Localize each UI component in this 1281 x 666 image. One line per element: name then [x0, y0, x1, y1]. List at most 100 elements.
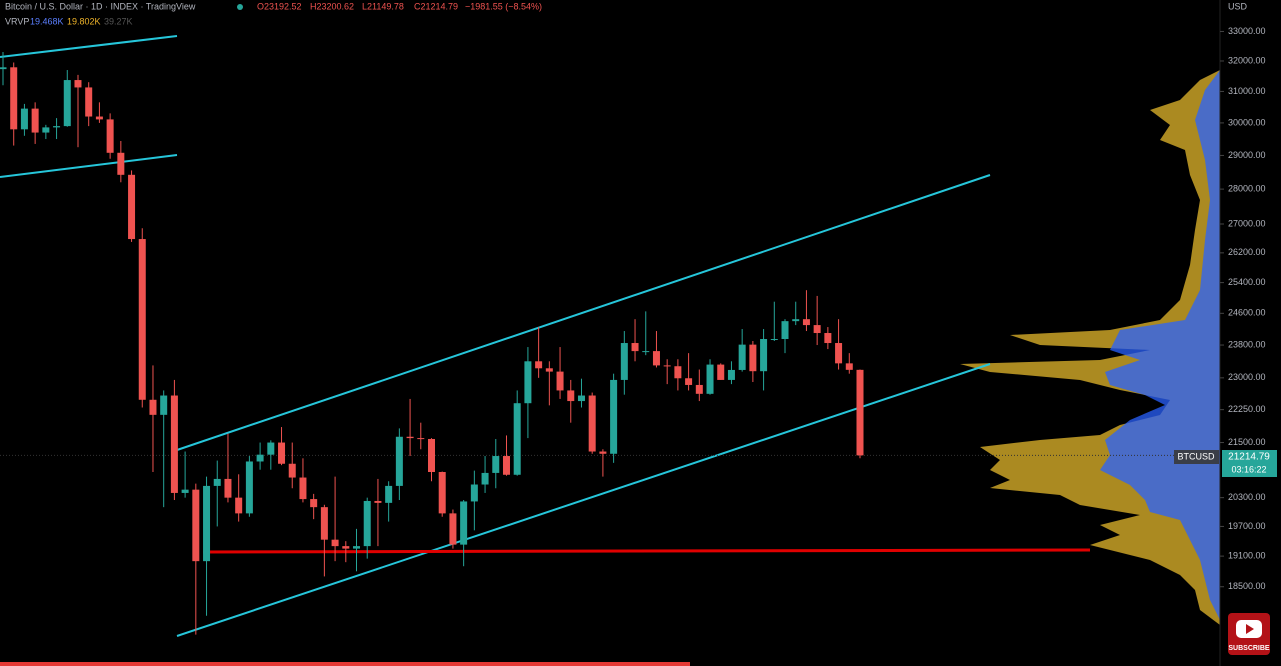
y-tick-label: 26200.00 [1228, 247, 1266, 257]
candle-body [0, 67, 7, 70]
candle-body [417, 438, 425, 440]
trendline [176, 174, 991, 451]
ohlc-high: H23200.62 [310, 1, 354, 11]
candle-body [631, 343, 639, 352]
candle-body [128, 174, 136, 240]
ohlc-open: O23192.52 [257, 1, 302, 11]
price-tag [1222, 450, 1277, 477]
candle-body [781, 321, 789, 340]
candle-body [674, 366, 682, 379]
candle-body [385, 485, 393, 503]
candle-body [192, 489, 200, 562]
candle-body [406, 436, 414, 439]
candle-body [106, 119, 114, 153]
candle-body [342, 546, 350, 549]
candle-body [181, 489, 189, 493]
candle-body [428, 438, 435, 473]
candle-body [577, 395, 585, 402]
candle-body [320, 507, 328, 540]
status-dot [237, 4, 243, 10]
candle-body [792, 319, 800, 322]
indicator-stat: 19.802K [67, 16, 101, 26]
candle-body [224, 478, 232, 498]
candle-body [802, 319, 810, 326]
symbol-tag [1174, 450, 1219, 464]
candle-body [620, 343, 628, 380]
candle-body [213, 478, 221, 486]
y-tick-label: 18500.00 [1228, 581, 1266, 591]
candle-body [481, 472, 489, 485]
candle-body [278, 442, 286, 464]
candle-body [492, 456, 500, 473]
candle-body [310, 499, 318, 508]
candle-body [235, 497, 243, 514]
y-tick-label: 19100.00 [1228, 550, 1266, 560]
candle-body [717, 364, 725, 380]
candle-body [556, 371, 564, 391]
trendlines [0, 35, 991, 637]
candle-body [74, 80, 82, 88]
candle-body [160, 395, 168, 415]
y-tick-label: 21500.00 [1228, 437, 1266, 447]
candle-body [53, 126, 61, 128]
trendline [0, 35, 178, 58]
progress-bar [0, 662, 690, 666]
candle-body [727, 369, 735, 380]
candle-body [85, 87, 93, 117]
y-tick-label: 23800.00 [1228, 339, 1266, 349]
candle-body [245, 461, 253, 514]
candle-body [502, 456, 510, 475]
candle-body [610, 379, 618, 454]
candle-body [567, 390, 575, 402]
candle-body [749, 344, 757, 372]
indicator-stat: 39.27K [104, 16, 133, 26]
candle-body [203, 485, 211, 562]
y-tick-label: 25400.00 [1228, 277, 1266, 287]
candle-body [449, 513, 457, 545]
y-tick-label: 33000.00 [1228, 26, 1266, 36]
trendline [176, 363, 991, 637]
y-tick-label: 20300.00 [1228, 492, 1266, 502]
subscribe-text: SUBSCRIBE [1228, 645, 1270, 652]
price-axis: USD 33000.00 32000.00 31000.00 30000.00 2900… [1219, 0, 1266, 666]
candle-body [835, 343, 843, 364]
ohlc-low: L21149.78 [362, 1, 404, 11]
candle-body [20, 108, 28, 130]
candle-body [138, 239, 146, 400]
candle-body [10, 67, 18, 130]
candle-body [95, 116, 103, 120]
indicator-name: VRVP [5, 16, 29, 26]
candle-body [117, 152, 125, 175]
badge-play [1246, 624, 1254, 634]
last-price: 21214.79 [1228, 452, 1270, 463]
candle-body [813, 325, 821, 334]
candle-body [824, 333, 832, 344]
countdown: 03:16:22 [1231, 464, 1266, 474]
candle-body [770, 339, 778, 341]
indicator-stat: 19.468K [30, 16, 64, 26]
ohlc-close: C21214.79 [414, 1, 458, 11]
candle-body [738, 344, 746, 370]
candle-body [513, 403, 521, 475]
candle-body [353, 546, 361, 549]
volume-profile [960, 70, 1220, 625]
y-tick-label: 29000.00 [1228, 150, 1266, 160]
y-tick-label: 23000.00 [1228, 372, 1266, 382]
candle-body [642, 351, 650, 353]
trendline [0, 154, 178, 178]
y-tick-label: 19700.00 [1228, 521, 1266, 531]
y-tick-label: 32000.00 [1228, 55, 1266, 65]
candle-body [170, 395, 178, 493]
candle-body [256, 454, 264, 462]
support-line [202, 548, 1091, 554]
candle-body [588, 395, 596, 452]
candle-body [42, 127, 50, 133]
y-tick-label: 22250.00 [1228, 404, 1266, 414]
candle-body [685, 378, 693, 385]
chart-title: Bitcoin / U.S. Dollar · 1D · INDEX · Tra… [5, 1, 196, 11]
candle-body [856, 369, 864, 456]
candles [0, 52, 1220, 635]
candle-body [524, 361, 532, 404]
candle-body [706, 364, 714, 394]
